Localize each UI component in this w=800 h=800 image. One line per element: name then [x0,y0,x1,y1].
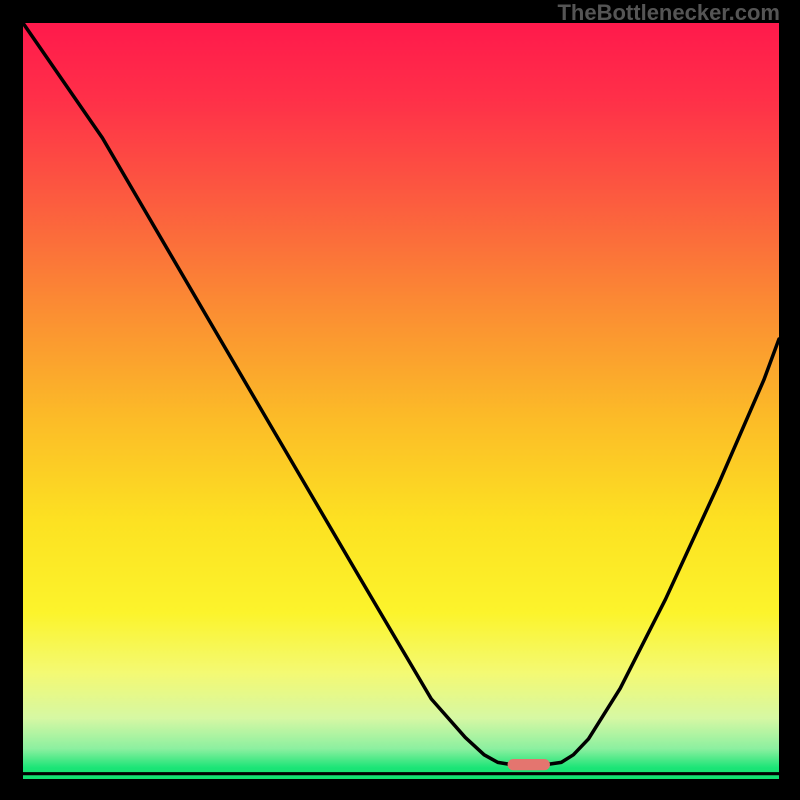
chart-root: TheBottlenecker.com [0,0,800,800]
plot-area [23,23,779,779]
curve-overlay [23,23,779,779]
watermark-text: TheBottlenecker.com [557,0,780,26]
optimum-marker [508,759,550,770]
bottleneck-curve [23,23,779,764]
